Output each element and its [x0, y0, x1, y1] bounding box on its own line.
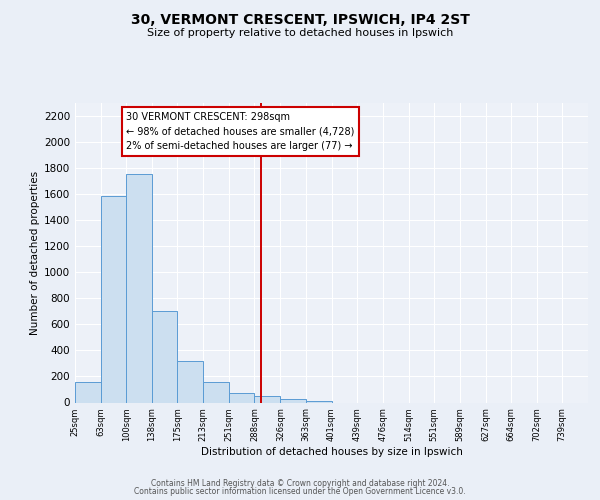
- Text: Size of property relative to detached houses in Ipswich: Size of property relative to detached ho…: [147, 28, 453, 38]
- Text: 30 VERMONT CRESCENT: 298sqm
← 98% of detached houses are smaller (4,728)
2% of s: 30 VERMONT CRESCENT: 298sqm ← 98% of det…: [126, 112, 355, 151]
- Bar: [178, 362, 203, 403]
- Y-axis label: Number of detached properties: Number of detached properties: [30, 170, 40, 334]
- Bar: [254, 396, 280, 402]
- Bar: [101, 196, 126, 402]
- Bar: [203, 382, 229, 402]
- Bar: [152, 311, 178, 402]
- Bar: [229, 392, 254, 402]
- Bar: [75, 382, 101, 402]
- Bar: [126, 174, 152, 402]
- Bar: [280, 399, 305, 402]
- Text: 30, VERMONT CRESCENT, IPSWICH, IP4 2ST: 30, VERMONT CRESCENT, IPSWICH, IP4 2ST: [131, 12, 469, 26]
- Text: Contains public sector information licensed under the Open Government Licence v3: Contains public sector information licen…: [134, 487, 466, 496]
- X-axis label: Distribution of detached houses by size in Ipswich: Distribution of detached houses by size …: [200, 447, 463, 457]
- Bar: [305, 400, 331, 402]
- Text: Contains HM Land Registry data © Crown copyright and database right 2024.: Contains HM Land Registry data © Crown c…: [151, 478, 449, 488]
